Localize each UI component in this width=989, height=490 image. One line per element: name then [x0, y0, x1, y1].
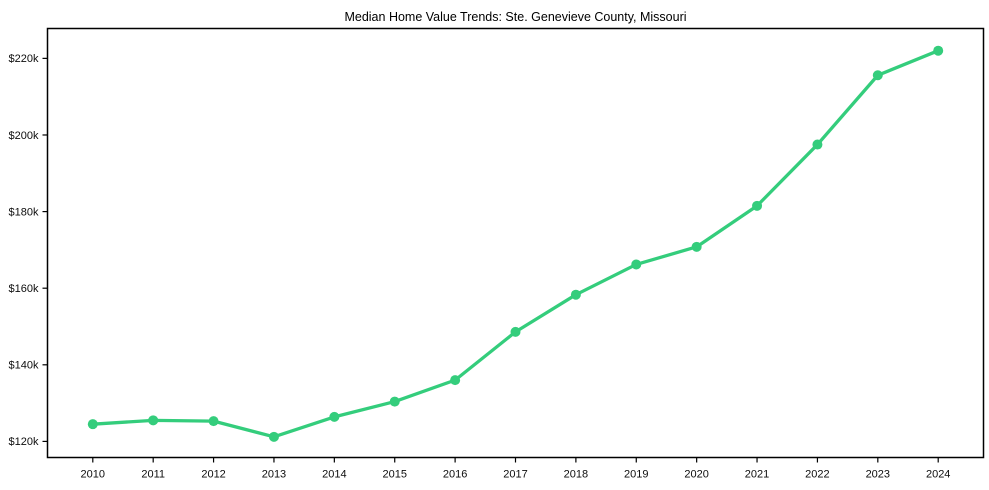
- data-point-marker: [329, 411, 340, 422]
- data-point-marker: [208, 416, 219, 427]
- chart-title: Median Home Value Trends: Ste. Genevieve…: [344, 10, 686, 24]
- plot-area: $120k $140k $160k $180k $200k $220k 2010 2011 20…: [9, 27, 985, 481]
- x-axis-tick-label: 2018: [564, 469, 588, 481]
- x-axis-tick-label: 2014: [322, 469, 346, 481]
- x-axis-tick-label: 2010: [81, 469, 105, 481]
- data-point-marker: [691, 241, 702, 252]
- x-axis-tick-label: 2021: [745, 469, 769, 481]
- data-point-marker: [752, 200, 763, 211]
- data-point-marker: [812, 139, 823, 150]
- y-axis-tick-label: $140k: [9, 360, 39, 372]
- x-axis-tick-label: 2011: [141, 469, 165, 481]
- y-axis-tick-label: $180k: [9, 206, 39, 218]
- data-point-marker: [510, 326, 521, 337]
- x-axis-tick-label: 2019: [624, 469, 648, 481]
- data-point-marker: [450, 375, 461, 386]
- data-point-marker: [570, 289, 581, 300]
- x-axis-tick-label: 2022: [805, 469, 829, 481]
- data-point-marker: [87, 419, 98, 430]
- plot-border: [46, 27, 985, 459]
- y-axis-tick-label: $200k: [9, 130, 39, 142]
- x-axis-tick-label: 2024: [926, 469, 950, 481]
- x-axis-tick-label: 2016: [443, 469, 467, 481]
- data-point-marker: [872, 70, 883, 81]
- x-axis-tick-label: 2015: [382, 469, 406, 481]
- trend-line: [91, 49, 940, 439]
- x-axis-tick-label: 2023: [866, 469, 890, 481]
- data-point-marker: [389, 396, 400, 407]
- x-axis-tick-label: 2020: [684, 469, 708, 481]
- x-axis-tick-label: 2013: [262, 469, 286, 481]
- x-axis-tick-label: 2012: [201, 469, 225, 481]
- data-point-marker: [148, 415, 159, 426]
- data-point-marker: [268, 431, 279, 442]
- data-point-marker: [933, 45, 944, 56]
- y-axis-tick-label: $220k: [9, 53, 39, 65]
- x-axis-tick-label: 2017: [503, 469, 527, 481]
- y-axis-tick-label: $160k: [9, 283, 39, 295]
- y-axis-tick-label: $120k: [9, 436, 39, 448]
- data-point-marker: [631, 259, 642, 270]
